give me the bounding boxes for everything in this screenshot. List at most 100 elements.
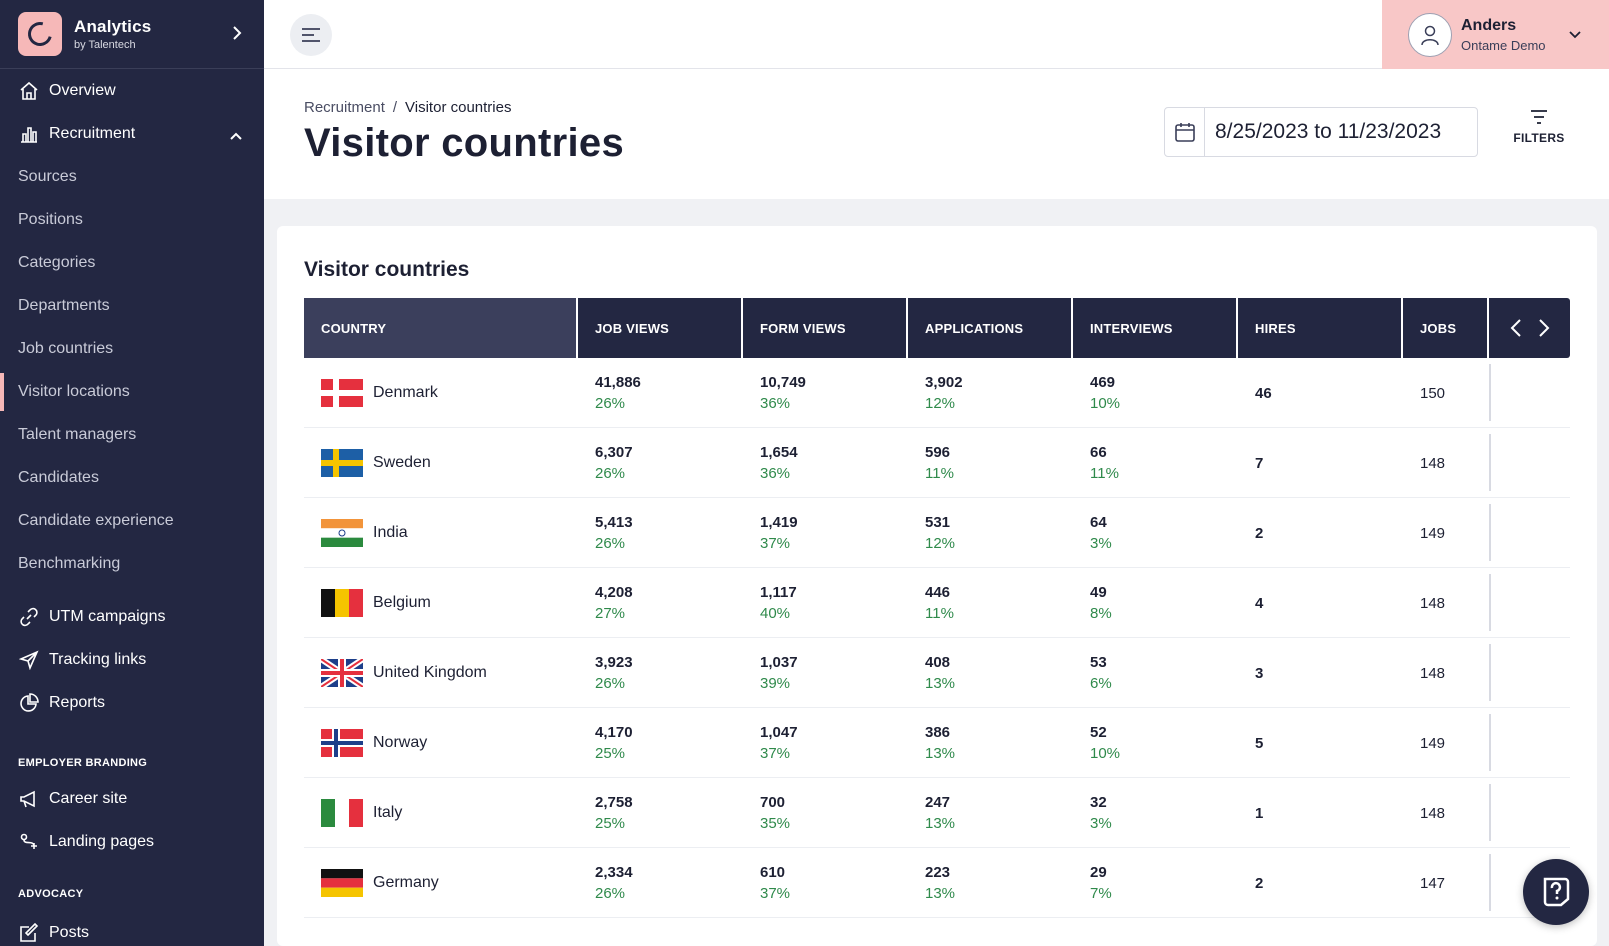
jobs-value: 149 <box>1420 524 1446 542</box>
sidebar-item-utm-campaigns[interactable]: UTM campaigns <box>0 598 264 636</box>
jobs-cell: 150 <box>1403 358 1489 428</box>
chevron-left-icon[interactable] <box>1502 318 1530 338</box>
chat-icon <box>1543 877 1570 907</box>
applications-value: 247 <box>925 794 951 811</box>
hires-value: 5 <box>1255 734 1264 752</box>
user-menu[interactable]: Anders Ontame Demo <box>1382 0 1609 69</box>
table-row[interactable]: Germany 2,334 26% 610 37% 223 13% 29 7% … <box>304 848 1570 918</box>
column-header-applications[interactable]: APPLICATIONS <box>908 298 1073 358</box>
flag-in-icon <box>321 519 363 547</box>
sidebar-item-job-countries[interactable]: Job countries <box>0 330 264 368</box>
column-header-form-views[interactable]: FORM VIEWS <box>743 298 908 358</box>
brand-title: Analytics <box>74 17 152 36</box>
job-views-percent: 26% <box>595 885 626 902</box>
interviews-percent: 10% <box>1090 395 1121 412</box>
form-views-cell: 1,419 37% <box>743 498 908 568</box>
user-name: Anders <box>1461 16 1517 34</box>
column-header-job-views[interactable]: JOB VIEWS <box>578 298 743 358</box>
table-row[interactable]: Italy 2,758 25% 700 35% 247 13% 32 3% 1 … <box>304 778 1570 848</box>
form-views-value: 610 <box>760 864 786 881</box>
chevron-down-icon[interactable] <box>1569 26 1581 44</box>
hires-value: 46 <box>1255 384 1272 402</box>
applications-percent: 12% <box>925 535 956 552</box>
table-row[interactable]: Sweden 6,307 26% 1,654 36% 596 11% 66 11… <box>304 428 1570 498</box>
sidebar-item-overview[interactable]: Overview <box>0 72 264 110</box>
column-header-country[interactable]: COUNTRY <box>304 298 578 358</box>
form-views-cell: 700 35% <box>743 778 908 848</box>
column-header-hires[interactable]: HIRES <box>1238 298 1403 358</box>
sidebar-item-landing-pages[interactable]: Landing pages <box>0 823 264 861</box>
country-name: Italy <box>373 804 403 821</box>
filters-button[interactable]: FILTERS <box>1509 109 1569 145</box>
table-row[interactable]: United Kingdom 3,923 26% 1,037 39% 408 1… <box>304 638 1570 708</box>
form-views-value: 1,047 <box>760 724 798 741</box>
sidebar-item-tracking-links[interactable]: Tracking links <box>0 641 264 679</box>
applications-percent: 12% <box>925 395 956 412</box>
sidebar-item-label: Reports <box>49 694 106 711</box>
chevron-right-icon[interactable] <box>228 24 246 42</box>
interviews-cell: 49 8% <box>1073 568 1238 638</box>
interviews-percent: 11% <box>1090 465 1119 482</box>
form-views-percent: 35% <box>760 815 791 832</box>
menu-toggle-button[interactable] <box>290 14 332 56</box>
sidebar-item-categories[interactable]: Categories <box>0 244 264 282</box>
interviews-cell: 64 3% <box>1073 498 1238 568</box>
job-views-value: 2,758 <box>595 794 633 811</box>
sidebar-item-reports[interactable]: Reports <box>0 684 264 722</box>
column-header-interviews[interactable]: INTERVIEWS <box>1073 298 1238 358</box>
applications-value: 446 <box>925 584 951 601</box>
country-name: Germany <box>373 874 439 891</box>
interviews-percent: 10% <box>1090 745 1121 762</box>
form-views-value: 700 <box>760 794 786 811</box>
sidebar-item-recruitment[interactable]: Recruitment <box>0 115 264 153</box>
sidebar-item-career-site[interactable]: Career site <box>0 780 264 818</box>
hamburger-icon <box>302 28 320 42</box>
date-range-picker[interactable]: 8/25/2023 to 11/23/2023 <box>1164 107 1478 157</box>
table-row[interactable]: Denmark 41,886 26% 10,749 36% 3,902 12% … <box>304 358 1570 428</box>
filters-label: FILTERS <box>1513 131 1565 145</box>
sidebar-item-label: Visitor locations <box>18 383 130 400</box>
sidebar-item-label: Departments <box>18 297 110 314</box>
applications-cell: 3,902 12% <box>908 358 1073 428</box>
sidebar-item-candidates[interactable]: Candidates <box>0 459 264 497</box>
bar-chart-icon <box>18 123 40 145</box>
chevron-right-icon[interactable] <box>1530 318 1558 338</box>
applications-percent: 13% <box>925 885 956 902</box>
interviews-cell: 29 7% <box>1073 848 1238 918</box>
chevron-up-icon[interactable] <box>230 127 242 145</box>
table-row[interactable]: India 5,413 26% 1,419 37% 531 12% 64 3% … <box>304 498 1570 568</box>
country-cell: India <box>304 498 578 568</box>
flag-de-icon <box>321 869 363 897</box>
sidebar-item-sources[interactable]: Sources <box>0 158 264 196</box>
route-icon <box>18 831 40 853</box>
sidebar-item-visitor-locations[interactable]: Visitor locations <box>0 373 264 411</box>
job-views-value: 4,208 <box>595 584 633 601</box>
sidebar-item-positions[interactable]: Positions <box>0 201 264 239</box>
form-views-cell: 1,037 39% <box>743 638 908 708</box>
applications-cell: 531 12% <box>908 498 1073 568</box>
interviews-percent: 8% <box>1090 605 1112 622</box>
form-views-value: 10,749 <box>760 374 806 391</box>
hires-value: 3 <box>1255 664 1264 682</box>
help-chat-button[interactable] <box>1523 859 1589 925</box>
sidebar-item-benchmarking[interactable]: Benchmarking <box>0 545 264 583</box>
table-row[interactable]: Belgium 4,208 27% 1,117 40% 446 11% 49 8… <box>304 568 1570 638</box>
country-cell: Denmark <box>304 358 578 428</box>
sidebar-item-departments[interactable]: Departments <box>0 287 264 325</box>
form-views-percent: 37% <box>760 535 791 552</box>
country-cell: Norway <box>304 708 578 778</box>
hires-value: 4 <box>1255 594 1264 612</box>
column-header-jobs[interactable]: JOBS <box>1403 298 1489 358</box>
form-views-percent: 36% <box>760 395 791 412</box>
country-cell: Germany <box>304 848 578 918</box>
breadcrumb-parent-link[interactable]: Recruitment <box>304 99 385 116</box>
table-row[interactable]: Norway 4,170 25% 1,047 37% 386 13% 52 10… <box>304 708 1570 778</box>
hires-cell: 7 <box>1238 428 1403 498</box>
brand[interactable]: Analytics by Talentech <box>0 0 264 69</box>
sidebar-item-candidate-experience[interactable]: Candidate experience <box>0 502 264 540</box>
column-divider <box>1489 434 1491 491</box>
sidebar-item-label: Recruitment <box>49 125 136 142</box>
sidebar-item-posts[interactable]: Posts <box>0 914 264 946</box>
sidebar-item-talent-managers[interactable]: Talent managers <box>0 416 264 454</box>
applications-percent: 13% <box>925 675 956 692</box>
